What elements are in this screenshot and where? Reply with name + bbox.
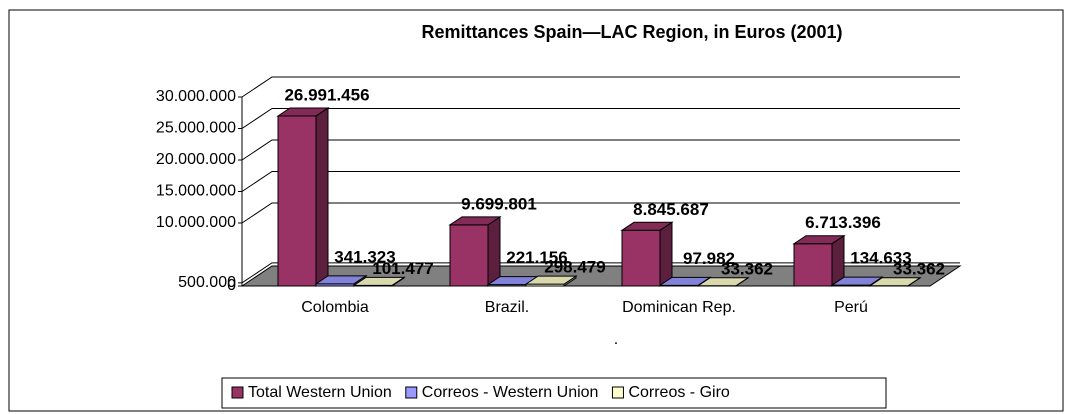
bar-face (524, 275, 578, 285)
bar-face (487, 215, 501, 287)
bar-face (793, 243, 833, 287)
data-label: 341.323 (334, 247, 395, 266)
bar-face (621, 229, 661, 287)
bar-face (620, 221, 674, 231)
grid-line (241, 139, 960, 161)
grid-line (241, 108, 960, 129)
bar-face (277, 115, 317, 287)
legend-label: Total Western Union (248, 384, 392, 401)
bar (620, 221, 674, 287)
bar (448, 215, 502, 287)
bar-face (449, 224, 489, 287)
data-label: 6.713.396 (805, 213, 881, 232)
data-label: 298.479 (544, 258, 605, 277)
y-tick-label: 30.000.000 (156, 88, 236, 105)
bar-face (448, 216, 502, 226)
data-label: 97.982 (683, 249, 735, 268)
y-tick-label: 15.000.000 (156, 183, 236, 200)
bar (276, 107, 330, 287)
bar-face (314, 275, 368, 285)
legend-label: Correos - Western Union (422, 384, 599, 401)
bar-face (315, 107, 329, 287)
data-label: 26.991.456 (284, 85, 369, 104)
bar-face (352, 276, 406, 286)
data-label: 134.633 (850, 249, 911, 268)
data-label: 101.477 (372, 259, 433, 278)
y-tick-label: 10.000.000 (156, 214, 236, 231)
bar (792, 234, 846, 287)
y-tick-label: 25.000.000 (156, 120, 236, 137)
y-tick-label: 0 (227, 277, 236, 294)
legend-swatch (405, 386, 418, 399)
grid-line (241, 76, 960, 98)
legend-label: Correos - Giro (628, 384, 729, 401)
bar-face (659, 221, 673, 287)
bar-face (792, 235, 846, 245)
legend-box (221, 377, 887, 409)
grid-line (241, 262, 960, 284)
data-label: 33.362 (893, 259, 945, 278)
x-tick-label: Brazil. (485, 299, 529, 316)
x-tick-label: Dominican Rep. (622, 299, 736, 316)
y-tick-label: 500.000 (178, 274, 236, 291)
data-label: 33.362 (721, 259, 773, 278)
data-label: 9.699.801 (461, 194, 537, 213)
legend-swatch (231, 386, 244, 399)
grid-line (241, 202, 960, 224)
legend-swatch (611, 386, 624, 399)
x-tick-label: Colombia (301, 299, 369, 316)
grid-line (241, 171, 960, 192)
y-tick-label: 20.000.000 (156, 151, 236, 168)
data-label: 221.156 (506, 248, 567, 267)
bar-face (830, 276, 884, 286)
data-label: 8.845.687 (633, 200, 709, 219)
annotation: . (614, 331, 618, 348)
bar-face (276, 107, 330, 117)
x-tick-label: Perú (834, 299, 868, 316)
chart-title: Remittances Spain—LAC Region, in Euros (… (421, 22, 842, 42)
